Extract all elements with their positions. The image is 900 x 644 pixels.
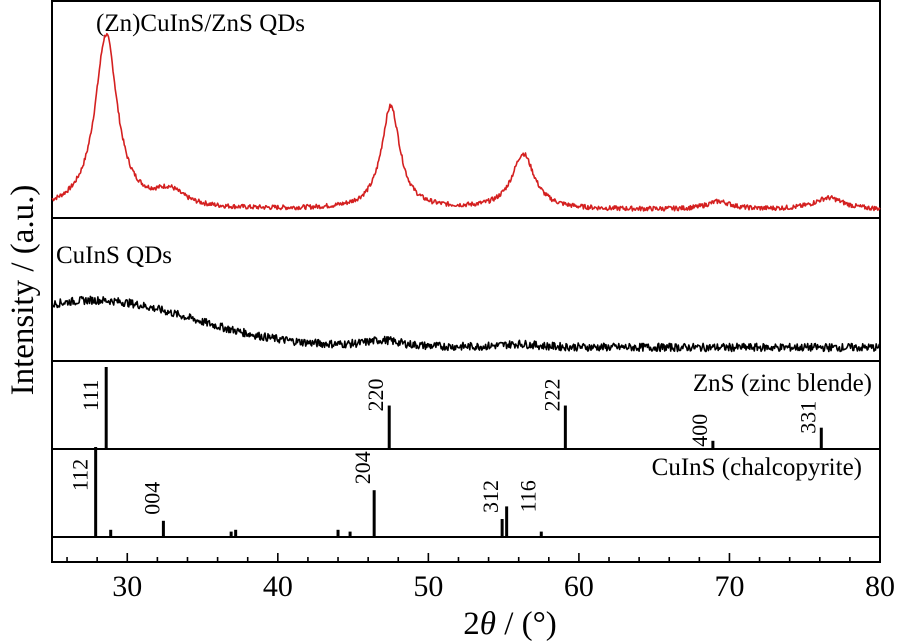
- miller-index-label: 111: [78, 380, 103, 411]
- x-axis-label: 2θ / (°): [463, 606, 557, 642]
- reference-label-zns: ZnS (zinc blende): [693, 370, 872, 397]
- panels: [51, 0, 881, 563]
- x-tick-label: 40: [263, 570, 293, 603]
- x-axis-label-prefix: 2: [463, 606, 480, 642]
- reference-patterns: 111 220 222 400 331 112 004 204 312 116: [68, 367, 823, 537]
- x-tick-label: 60: [564, 570, 594, 603]
- plot-frame: [51, 0, 881, 563]
- miller-index-label: 116: [516, 480, 541, 512]
- miller-index-label: 331: [795, 401, 820, 434]
- miller-index-label: 204: [350, 451, 375, 484]
- x-tick-label: 30: [112, 570, 142, 603]
- series-line-undoped: [51, 295, 881, 353]
- x-axis-label-unit: / (°): [496, 606, 557, 642]
- miller-index-label: 112: [68, 459, 93, 491]
- miller-index-label: 004: [139, 482, 164, 515]
- series-label-doped: (Zn)CuInS/ZnS QDs: [96, 10, 305, 37]
- x-axis-ticks: 30 40 50 60 70 80: [66, 553, 895, 603]
- miller-index-label: 222: [539, 379, 564, 412]
- y-axis-label: Intensity / (a.u.): [5, 185, 41, 396]
- series-label-undoped: CuInS QDs: [56, 242, 172, 269]
- x-axis-label-theta: θ: [480, 606, 496, 642]
- x-tick-label: 50: [413, 570, 443, 603]
- miller-index-label: 400: [687, 414, 712, 447]
- x-tick-label: 70: [714, 570, 744, 603]
- miller-index-label: 312: [478, 480, 503, 513]
- series-line-doped: [51, 32, 881, 212]
- curves: [51, 32, 881, 353]
- miller-index-label: 220: [363, 379, 388, 412]
- reference-label-cuins: CuInS (chalcopyrite): [652, 454, 862, 481]
- x-tick-label: 80: [865, 570, 895, 603]
